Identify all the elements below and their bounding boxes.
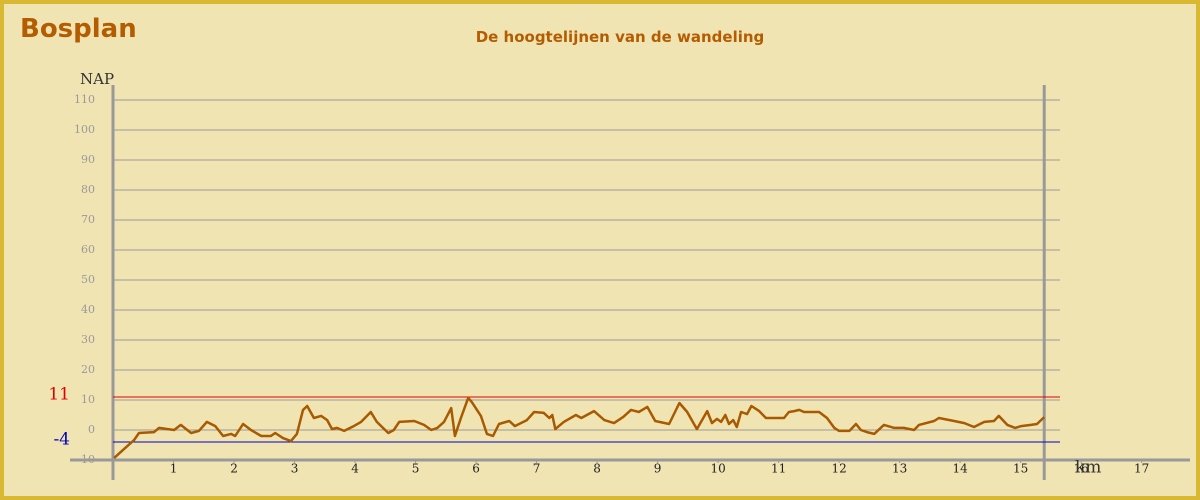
- x-tick-label: 6: [472, 462, 480, 476]
- y-tick-label: 20: [81, 363, 95, 376]
- x-tick-label: 4: [351, 462, 359, 476]
- x-tick-label: 17: [1134, 462, 1149, 476]
- y-tick-label: 80: [81, 183, 95, 196]
- x-tick-label: 3: [291, 462, 299, 476]
- y-tick-label: 60: [81, 243, 95, 256]
- reference-label: -4: [53, 430, 70, 450]
- y-tick-label: 110: [74, 93, 95, 106]
- x-tick-label: 14: [952, 462, 968, 476]
- y-tick-label: 30: [81, 333, 95, 346]
- y-tick-label: 10: [81, 393, 95, 406]
- y-tick-label: 50: [81, 273, 95, 286]
- x-tick-label: 7: [533, 462, 541, 476]
- y-tick-label: 40: [81, 303, 95, 316]
- x-axis-label: km: [1075, 458, 1101, 478]
- y-tick-label: 100: [74, 123, 95, 136]
- reference-label: 11: [48, 385, 70, 405]
- y-tick-label: 0: [88, 423, 95, 436]
- x-tick-label: 1: [170, 462, 178, 476]
- y-tick-label: 90: [81, 153, 95, 166]
- x-tick-label: 13: [892, 462, 907, 476]
- elevation-line: [113, 396, 1046, 459]
- y-tick-label: 70: [81, 213, 95, 226]
- x-tick-label: 9: [654, 462, 662, 476]
- x-tick-label: 15: [1013, 462, 1028, 476]
- y-axis-label: NAP: [80, 70, 114, 88]
- x-tick-label: 11: [771, 462, 786, 476]
- x-tick-label: 2: [230, 462, 238, 476]
- x-tick-label: 10: [710, 462, 725, 476]
- brand: Bosplan: [20, 14, 137, 44]
- x-tick-label: 12: [831, 462, 846, 476]
- x-tick-label: 16: [1073, 462, 1088, 476]
- x-tick-label: 8: [593, 462, 601, 476]
- chart-title: De hoogtelijnen van de wandeling: [475, 28, 765, 46]
- x-tick-label: 5: [412, 462, 420, 476]
